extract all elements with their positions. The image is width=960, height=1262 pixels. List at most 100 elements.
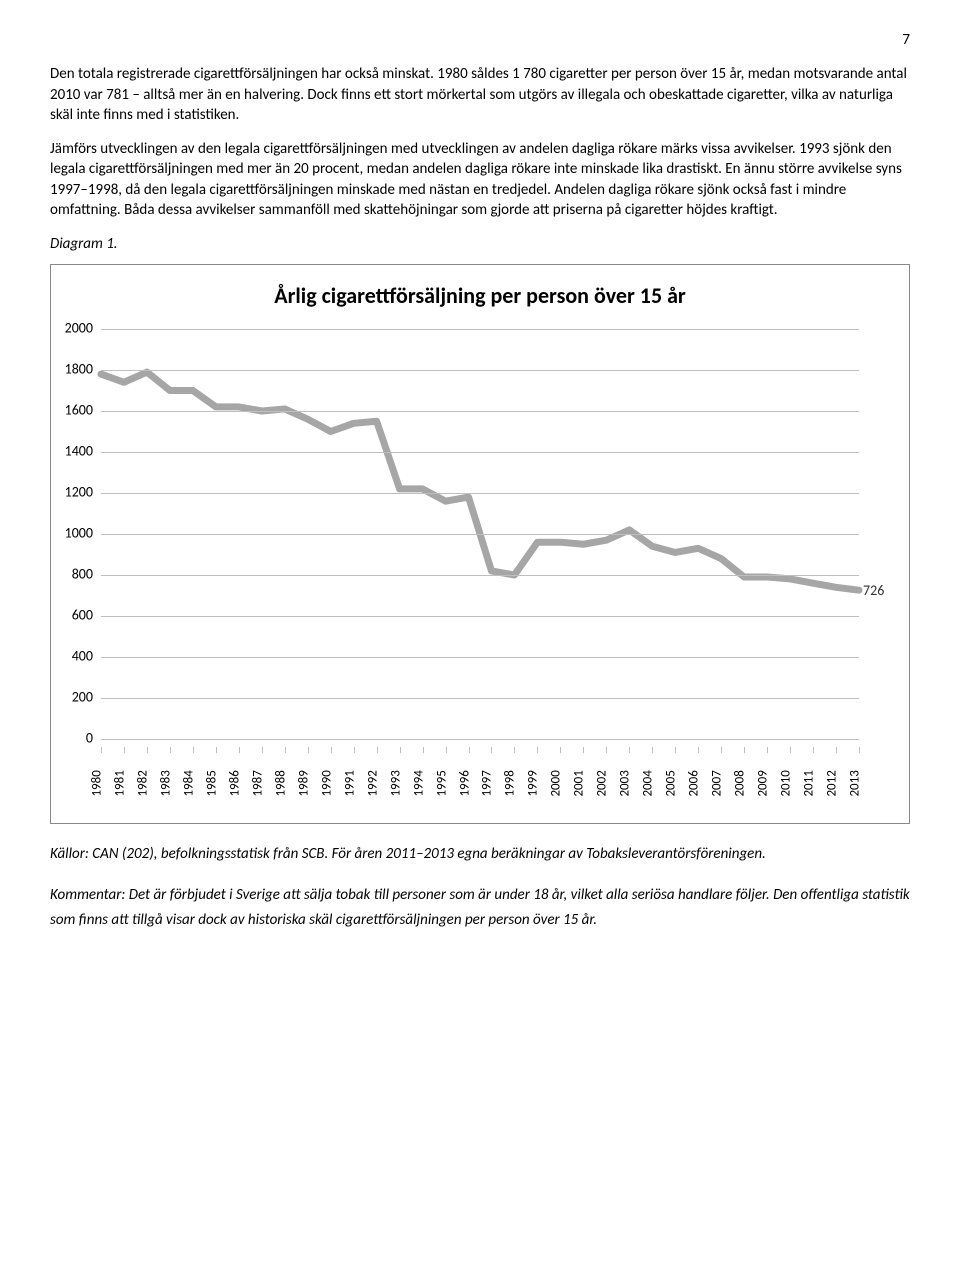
gridline xyxy=(101,698,859,699)
x-tick-label: 2001 xyxy=(571,771,589,797)
x-tick xyxy=(239,747,240,753)
page-number: 7 xyxy=(50,30,910,50)
end-data-label: 726 xyxy=(863,582,884,601)
gridline xyxy=(101,329,859,330)
x-tick-label: 2000 xyxy=(548,771,566,797)
x-tick-label: 2005 xyxy=(663,771,681,797)
gridline xyxy=(101,493,859,494)
x-tick xyxy=(377,747,378,753)
x-tick-label: 1993 xyxy=(387,771,405,797)
x-tick-label: 1987 xyxy=(249,771,267,797)
gridline xyxy=(101,575,859,576)
x-tick xyxy=(859,747,860,753)
x-tick-label: 1996 xyxy=(456,771,474,797)
y-tick-label: 1200 xyxy=(65,483,101,502)
gridline xyxy=(101,616,859,617)
chart-body: 0200400600800100012001400160018002000726… xyxy=(101,329,889,799)
x-tick-label: 1997 xyxy=(479,771,497,797)
x-tick xyxy=(813,747,814,753)
x-tick xyxy=(124,747,125,753)
paragraph-2: Jämförs utvecklingen av den legala cigar… xyxy=(50,139,910,220)
comment: Kommentar: Det är förbjudet i Sverige at… xyxy=(50,883,910,934)
sources: Källor: CAN (202), befolkningsstatisk fr… xyxy=(50,844,910,864)
x-tick-label: 2003 xyxy=(617,771,635,797)
gridline xyxy=(101,370,859,371)
x-tick-label: 2010 xyxy=(778,771,796,797)
x-tick-label: 1992 xyxy=(364,771,382,797)
x-tick xyxy=(629,747,630,753)
x-tick xyxy=(216,747,217,753)
x-tick xyxy=(721,747,722,753)
gridline xyxy=(101,657,859,658)
x-tick-label: 1990 xyxy=(318,771,336,797)
x-tick-label: 1984 xyxy=(180,771,198,797)
x-tick xyxy=(262,747,263,753)
x-tick xyxy=(101,747,102,753)
x-tick-label: 2007 xyxy=(709,771,727,797)
x-tick xyxy=(170,747,171,753)
y-tick-label: 200 xyxy=(72,688,101,707)
gridline xyxy=(101,411,859,412)
y-tick-label: 0 xyxy=(86,729,101,748)
y-tick-label: 800 xyxy=(72,565,101,584)
diagram-label: Diagram 1. xyxy=(50,234,910,254)
x-tick xyxy=(514,747,515,753)
x-tick xyxy=(790,747,791,753)
x-tick-label: 1994 xyxy=(410,771,428,797)
gridline xyxy=(101,452,859,453)
x-tick xyxy=(446,747,447,753)
x-axis: 1980198119821983198419851986198719881989… xyxy=(101,739,859,799)
gridline xyxy=(101,534,859,535)
x-tick xyxy=(560,747,561,753)
chart-title: Årlig cigarettförsäljning per person öve… xyxy=(61,281,899,311)
x-tick-label: 2006 xyxy=(686,771,704,797)
y-tick-label: 1400 xyxy=(65,442,101,461)
y-tick-label: 2000 xyxy=(65,319,101,338)
x-tick xyxy=(423,747,424,753)
x-tick xyxy=(698,747,699,753)
y-tick-label: 1800 xyxy=(65,360,101,379)
x-tick xyxy=(491,747,492,753)
x-tick xyxy=(469,747,470,753)
x-tick-label: 1995 xyxy=(433,771,451,797)
x-tick-label: 1999 xyxy=(525,771,543,797)
y-tick-label: 1000 xyxy=(65,524,101,543)
x-tick-label: 1986 xyxy=(226,771,244,797)
x-tick-label: 2002 xyxy=(594,771,612,797)
x-tick xyxy=(675,747,676,753)
x-tick xyxy=(652,747,653,753)
x-tick-label: 1982 xyxy=(134,771,152,797)
x-tick-label: 2009 xyxy=(755,771,773,797)
x-tick xyxy=(836,747,837,753)
x-tick xyxy=(400,747,401,753)
y-tick-label: 600 xyxy=(72,606,101,625)
x-tick-label: 2004 xyxy=(640,771,658,797)
x-tick xyxy=(537,747,538,753)
x-tick-label: 2013 xyxy=(846,771,864,797)
y-tick-label: 1600 xyxy=(65,401,101,420)
x-tick-label: 1998 xyxy=(502,771,520,797)
x-tick xyxy=(744,747,745,753)
x-tick xyxy=(606,747,607,753)
x-tick-label: 1983 xyxy=(157,771,175,797)
x-tick-label: 2011 xyxy=(801,771,819,797)
x-tick-label: 2012 xyxy=(823,771,841,797)
x-tick-label: 1991 xyxy=(341,771,359,797)
x-tick-label: 1988 xyxy=(272,771,290,797)
x-tick-label: 2008 xyxy=(732,771,750,797)
x-tick xyxy=(767,747,768,753)
x-tick xyxy=(583,747,584,753)
plot-area: 0200400600800100012001400160018002000726 xyxy=(101,329,859,739)
y-tick-label: 400 xyxy=(72,647,101,666)
x-tick xyxy=(193,747,194,753)
chart-container: Årlig cigarettförsäljning per person öve… xyxy=(50,264,910,824)
paragraph-1: Den totala registrerade cigarettförsäljn… xyxy=(50,64,910,125)
x-tick xyxy=(354,747,355,753)
x-tick-label: 1989 xyxy=(295,771,313,797)
x-tick-label: 1981 xyxy=(111,771,129,797)
x-tick xyxy=(147,747,148,753)
x-tick xyxy=(308,747,309,753)
x-tick-label: 1985 xyxy=(203,771,221,797)
x-tick xyxy=(331,747,332,753)
x-tick-label: 1980 xyxy=(88,771,106,797)
